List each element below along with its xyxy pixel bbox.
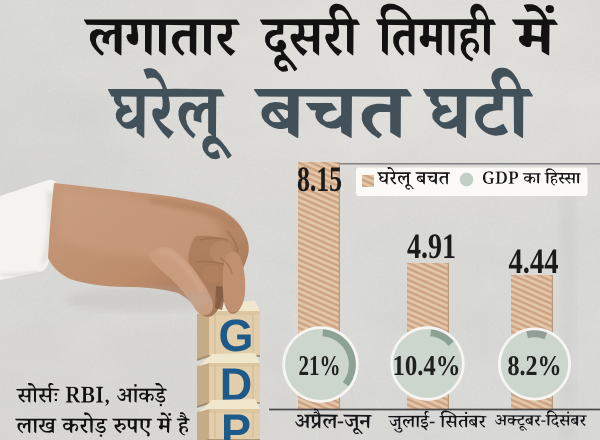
svg-text:10.4%: 10.4%	[393, 350, 461, 382]
svg-text:4.44: 4.44	[509, 241, 559, 281]
svg-text:G: G	[218, 310, 253, 361]
svg-text:4.91: 4.91	[407, 226, 456, 266]
svg-text:P: P	[221, 405, 251, 440]
svg-text:8.15: 8.15	[297, 159, 342, 199]
svg-text:21%: 21%	[299, 350, 341, 382]
svg-text:8.2%: 8.2%	[508, 350, 562, 382]
